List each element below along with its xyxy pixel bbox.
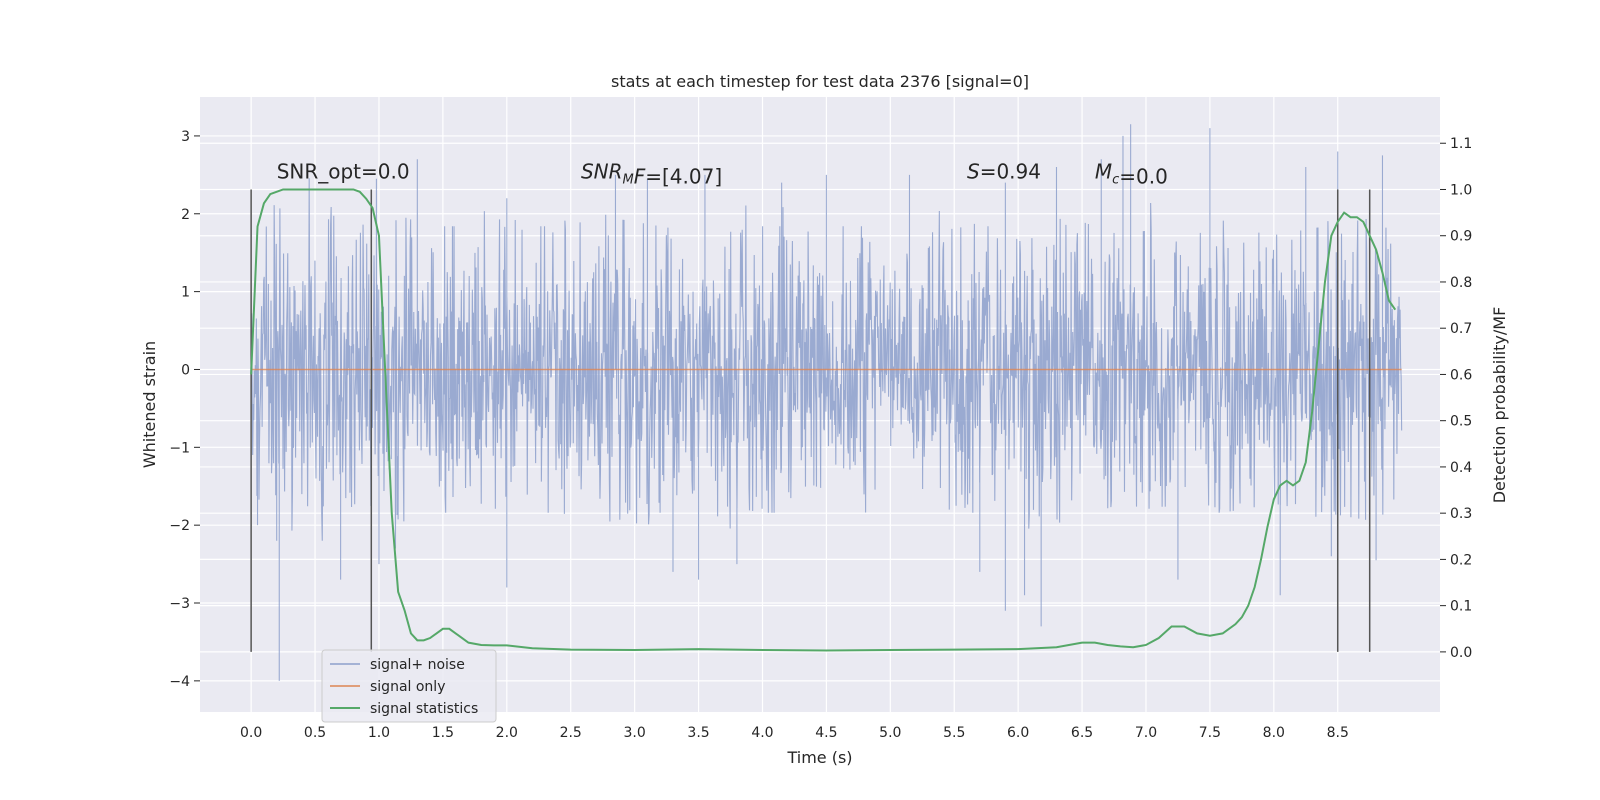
y2-axis-ticks: 0.0 0.1 0.2 0.3 0.4 0.5 0.6 0.7 0.8 0.9 1.0 1.1 xyxy=(1440,136,1472,661)
x-tick-label: 3.5 xyxy=(687,725,709,741)
y-tick-label: 3 xyxy=(181,129,190,145)
x-tick-label: 3.0 xyxy=(624,725,646,741)
y-tick-label: −3 xyxy=(169,596,190,612)
y2-tick-label: 0.6 xyxy=(1450,367,1472,383)
legend-label-signal-only: signal only xyxy=(370,679,445,695)
x-axis-ticks: 0.0 0.5 1.0 1.5 2.0 2.5 3.0 3.5 4.0 4.5 5.0 5.5 6.0 6… xyxy=(240,725,1349,741)
annotations: SNR_opt=0.0 SNRMF=[4.07] S=0.94 Mc=0.0 xyxy=(277,160,1168,189)
y2-tick-label: 1.0 xyxy=(1450,182,1472,198)
y2-axis-label: Detection probability/MF xyxy=(1490,307,1509,504)
annotation-part: SNR_opt=0.0 xyxy=(277,160,410,184)
y-tick-label: 0 xyxy=(181,362,190,378)
annotation-text: Mc=0.0 xyxy=(1095,160,1168,189)
annotation-text: SNR_opt=0.0 xyxy=(277,160,410,184)
y2-tick-label: 0.2 xyxy=(1450,552,1472,568)
y-axis-ticks: −4 −3 −2 −1 0 1 2 3 xyxy=(169,129,200,690)
x-tick-label: 6.5 xyxy=(1071,725,1093,741)
y2-tick-label: 0.4 xyxy=(1450,460,1472,476)
signal-statistics-series xyxy=(250,188,1397,652)
y-axis-label: Whitened strain xyxy=(140,341,159,468)
series-line-signal-noise xyxy=(250,124,1403,681)
annotation-part: SNR xyxy=(581,160,623,184)
x-tick-label: 1.0 xyxy=(368,725,390,741)
x-tick-label: 7.5 xyxy=(1199,725,1221,741)
x-tick-label: 6.0 xyxy=(1007,725,1029,741)
y2-tick-label: 0.9 xyxy=(1450,229,1472,245)
annotation-part: =0.94 xyxy=(980,160,1041,184)
x-tick-label: 2.0 xyxy=(496,725,518,741)
legend-box xyxy=(321,649,497,723)
annotation-text: SNRMF=[4.07] xyxy=(581,160,722,189)
annotation-part: F xyxy=(634,165,646,189)
x-tick-label: 1.5 xyxy=(432,725,454,741)
x-tick-label: 5.5 xyxy=(943,725,965,741)
x-tick-label: 4.0 xyxy=(751,725,773,741)
annotation-part: S xyxy=(967,160,980,184)
y2-tick-label: 1.1 xyxy=(1450,136,1472,152)
x-tick-label: 8.5 xyxy=(1327,725,1349,741)
legend: signal+ noise signal only signal statist… xyxy=(321,649,497,723)
y2-tick-label: 0.0 xyxy=(1450,645,1472,661)
y-tick-label: −2 xyxy=(169,518,190,534)
legend-label-signal-statistics: signal statistics xyxy=(370,701,478,717)
annotation-subscript: c xyxy=(1112,173,1119,188)
y2-tick-label: 0.7 xyxy=(1450,321,1472,337)
annotation-part: =[4.07] xyxy=(645,165,722,189)
x-axis-label: Time (s) xyxy=(786,748,852,767)
y-tick-label: 1 xyxy=(181,285,190,301)
x-tick-label: 8.0 xyxy=(1263,725,1285,741)
annotation-part: =0.0 xyxy=(1119,165,1168,189)
y2-tick-label: 0.5 xyxy=(1450,414,1472,430)
chart-title: stats at each timestep for test data 237… xyxy=(611,72,1029,91)
x-tick-label: 0.5 xyxy=(304,725,326,741)
x-tick-label: 5.0 xyxy=(879,725,901,741)
legend-label-signal-noise: signal+ noise xyxy=(370,657,465,673)
y2-tick-label: 0.1 xyxy=(1450,599,1472,615)
x-tick-label: 7.0 xyxy=(1135,725,1157,741)
vertical-markers xyxy=(250,189,1371,652)
y2-tick-label: 0.3 xyxy=(1450,506,1472,522)
signal-plus-noise-series xyxy=(250,124,1403,681)
annotation-part: M xyxy=(1095,160,1112,184)
y-tick-label: −4 xyxy=(169,674,190,690)
y-tick-label: −1 xyxy=(169,440,190,456)
x-tick-label: 2.5 xyxy=(560,725,582,741)
series-line-signal-statistics xyxy=(250,188,1397,652)
y-tick-label: 2 xyxy=(181,207,190,223)
annotation-subscript: M xyxy=(623,173,634,188)
annotation-text: S=0.94 xyxy=(967,160,1041,184)
x-tick-label: 4.5 xyxy=(815,725,837,741)
y2-tick-label: 0.8 xyxy=(1450,275,1472,291)
x-tick-label: 0.0 xyxy=(240,725,262,741)
